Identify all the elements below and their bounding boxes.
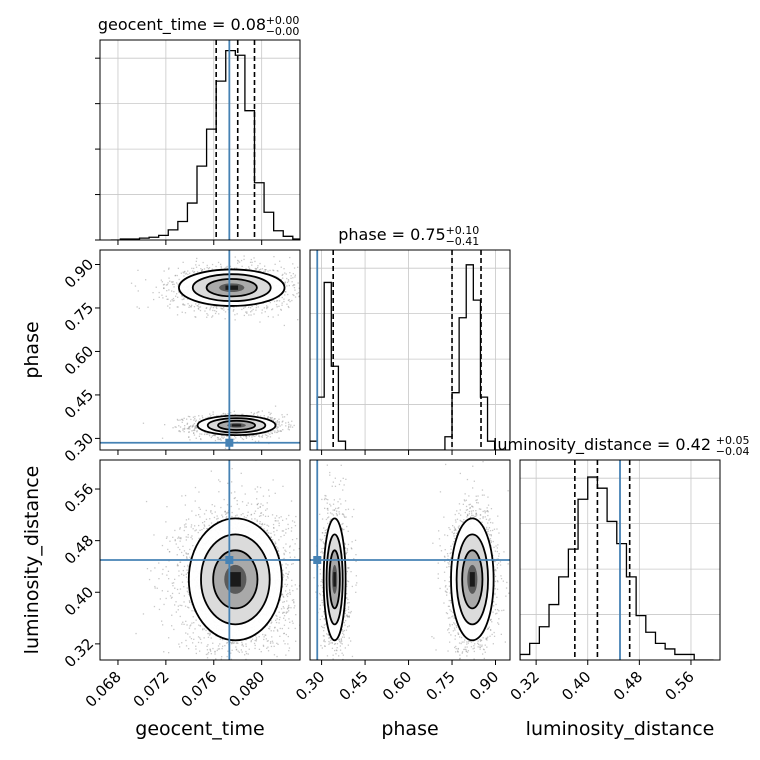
hist-step-geocent_time bbox=[110, 49, 300, 240]
y-axis-label-phase: phase bbox=[21, 321, 43, 378]
density-peak bbox=[231, 424, 242, 427]
panel-frame bbox=[309, 459, 511, 661]
title-sub: −0.00 bbox=[266, 25, 300, 38]
y-tick-label-phase: 0.90 bbox=[61, 255, 97, 291]
contour-line bbox=[217, 419, 256, 431]
panel-title-phase: phase = 0.75 bbox=[338, 225, 445, 244]
panel-frame bbox=[99, 249, 301, 451]
panel-frame bbox=[99, 459, 301, 661]
title-sup: +0.00 bbox=[266, 14, 300, 27]
y-tick-label-luminosity_distance: 0.48 bbox=[61, 531, 97, 567]
x-tick-label-phase: 0.30 bbox=[292, 668, 328, 704]
contour-line bbox=[206, 417, 267, 434]
y-tick-label-phase: 0.30 bbox=[61, 429, 97, 465]
contour-line bbox=[200, 533, 271, 626]
title-sup: +0.05 bbox=[716, 434, 750, 447]
contour-line bbox=[461, 549, 484, 610]
hist-panel-phase bbox=[310, 250, 510, 450]
contour-line bbox=[205, 278, 258, 298]
y-tick-label-luminosity_distance: 0.56 bbox=[61, 480, 97, 516]
title-sub: −0.04 bbox=[716, 445, 750, 458]
truth-marker bbox=[225, 438, 234, 447]
title-main: geocent_time = 0.08 bbox=[98, 15, 266, 35]
panel-title-luminosity_distance: luminosity_distance = 0.42 bbox=[493, 435, 711, 455]
x-tick-label-phase: 0.90 bbox=[466, 668, 502, 704]
contour-line bbox=[325, 533, 344, 626]
x-tick-label-phase: 0.45 bbox=[336, 668, 372, 704]
contour-line bbox=[191, 273, 272, 303]
x-tick-label-geocent_time: 0.080 bbox=[225, 668, 268, 711]
panel-frame bbox=[99, 39, 301, 241]
truth-marker bbox=[313, 556, 322, 564]
title-sup: +0.10 bbox=[446, 224, 480, 237]
x-tick-label-luminosity_distance: 0.40 bbox=[558, 668, 594, 704]
density-peak bbox=[333, 572, 336, 587]
contour-line bbox=[328, 549, 341, 610]
title-main: luminosity_distance = 0.42 bbox=[493, 435, 711, 455]
x-tick-label-luminosity_distance: 0.32 bbox=[507, 668, 543, 704]
contour-line bbox=[212, 549, 259, 610]
x-tick-label-phase: 0.60 bbox=[379, 668, 415, 704]
y-tick-label-luminosity_distance: 0.32 bbox=[61, 635, 97, 671]
panel-frame bbox=[309, 249, 511, 451]
density-peak bbox=[229, 572, 241, 587]
contour-line bbox=[322, 517, 347, 642]
y-axis-label-luminosity_distance: luminosity_distance bbox=[21, 466, 43, 655]
x-axis-label-luminosity_distance: luminosity_distance bbox=[526, 718, 715, 740]
scatter-panel-geocent_time-luminosity_distance bbox=[100, 460, 300, 660]
panel-frame bbox=[519, 459, 721, 661]
hist-panel-luminosity_distance bbox=[520, 460, 720, 660]
x-axis-label-phase: phase bbox=[381, 718, 438, 740]
x-tick-label-phase: 0.75 bbox=[423, 668, 459, 704]
hist-step-luminosity_distance bbox=[520, 476, 714, 660]
x-tick-label-luminosity_distance: 0.56 bbox=[661, 668, 697, 704]
hist-step-phase bbox=[310, 264, 510, 450]
contour-line bbox=[455, 533, 489, 626]
hist-panel-geocent_time bbox=[100, 40, 300, 240]
contour-line bbox=[187, 517, 283, 642]
y-tick-label-phase: 0.75 bbox=[61, 299, 97, 335]
x-tick-label-geocent_time: 0.068 bbox=[82, 668, 125, 711]
panel-title-geocent_time: geocent_time = 0.08 bbox=[98, 15, 266, 35]
contour-line bbox=[178, 268, 286, 307]
title-sub: −0.41 bbox=[446, 235, 480, 248]
density-peak bbox=[469, 572, 475, 587]
title-main: phase = 0.75 bbox=[338, 225, 445, 244]
y-tick-label-phase: 0.45 bbox=[61, 386, 97, 422]
scatter-panel-geocent_time-phase bbox=[100, 250, 300, 450]
contour-line bbox=[196, 414, 277, 437]
x-tick-label-geocent_time: 0.072 bbox=[130, 668, 173, 711]
y-tick-label-phase: 0.60 bbox=[61, 342, 97, 378]
scatter-panel-phase-luminosity_distance bbox=[310, 460, 510, 660]
density-peak bbox=[225, 285, 239, 290]
contour-line bbox=[450, 517, 495, 642]
x-axis-label-geocent_time: geocent_time bbox=[135, 718, 264, 740]
truth-marker bbox=[225, 556, 234, 564]
x-tick-label-geocent_time: 0.076 bbox=[178, 668, 221, 711]
y-tick-label-luminosity_distance: 0.40 bbox=[61, 583, 97, 619]
x-tick-label-luminosity_distance: 0.48 bbox=[610, 668, 646, 704]
